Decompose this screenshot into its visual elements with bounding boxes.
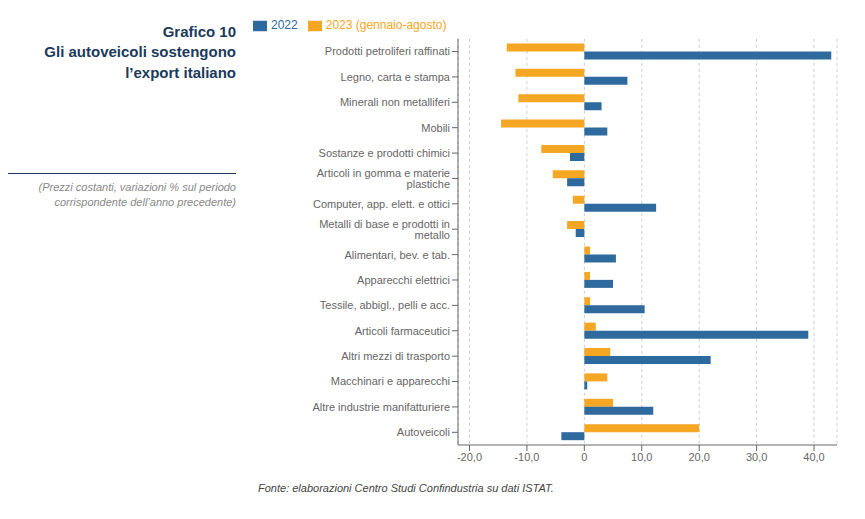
svg-text:20,0: 20,0 xyxy=(688,451,709,463)
html-text:(Prezzi costanti, variazioni %: (Prezzi costanti, variazioni % sul perio… xyxy=(38,180,236,208)
svg-text:Legno, carta e stampa: Legno, carta e stampa xyxy=(341,71,451,83)
svg-text:Alimentari, bev. e tab.: Alimentari, bev. e tab. xyxy=(344,249,450,261)
svg-text:Autoveicoli: Autoveicoli xyxy=(397,426,450,438)
svg-text:Computer, app. elett. e ottici: Computer, app. elett. e ottici xyxy=(313,198,450,210)
svg-text:Macchinari e apparecchi: Macchinari e apparecchi xyxy=(331,375,450,387)
svg-text:Apparecchi elettrici: Apparecchi elettrici xyxy=(357,274,450,286)
svg-text:-20,0: -20,0 xyxy=(457,451,482,463)
svg-text:0: 0 xyxy=(581,451,587,463)
svg-text:Metalli di base e prodotti inm: Metalli di base e prodotti inmetallo xyxy=(319,218,450,241)
svg-text:Articoli farmaceutici: Articoli farmaceutici xyxy=(355,325,450,337)
html-text:2022: 2022 xyxy=(271,18,298,32)
html-text:Fonte: elaborazioni Centro Stu: Fonte: elaborazioni Centro Studi Confind… xyxy=(258,482,554,494)
svg-text:Minerali non metalliferi: Minerali non metalliferi xyxy=(340,96,450,108)
svg-text:Articoli in gomma e materiepla: Articoli in gomma e materieplastiche xyxy=(317,167,450,190)
html-text:Grafico 10 Gli autoveicoli sos: Grafico 10 Gli autoveicoli sostengono l’… xyxy=(44,23,236,81)
svg-text:-10,0: -10,0 xyxy=(514,451,539,463)
svg-text:10,0: 10,0 xyxy=(631,451,652,463)
svg-text:Sostanze e prodotti chimici: Sostanze e prodotti chimici xyxy=(319,147,450,159)
svg-text:Mobili: Mobili xyxy=(421,122,450,134)
svg-text:40,0: 40,0 xyxy=(803,451,824,463)
svg-text:Tessile, abbigl., pelli e acc.: Tessile, abbigl., pelli e acc. xyxy=(320,299,450,311)
html-text:2023 (gennaio-agosto): 2023 (gennaio-agosto) xyxy=(325,18,447,32)
svg-text:30,0: 30,0 xyxy=(746,451,767,463)
svg-text:Altre industrie manifatturiere: Altre industrie manifatturiere xyxy=(312,401,450,413)
svg-text:Altri mezzi di trasporto: Altri mezzi di trasporto xyxy=(341,350,450,362)
svg-text:Prodotti petroliferi raffinati: Prodotti petroliferi raffinati xyxy=(325,45,450,57)
